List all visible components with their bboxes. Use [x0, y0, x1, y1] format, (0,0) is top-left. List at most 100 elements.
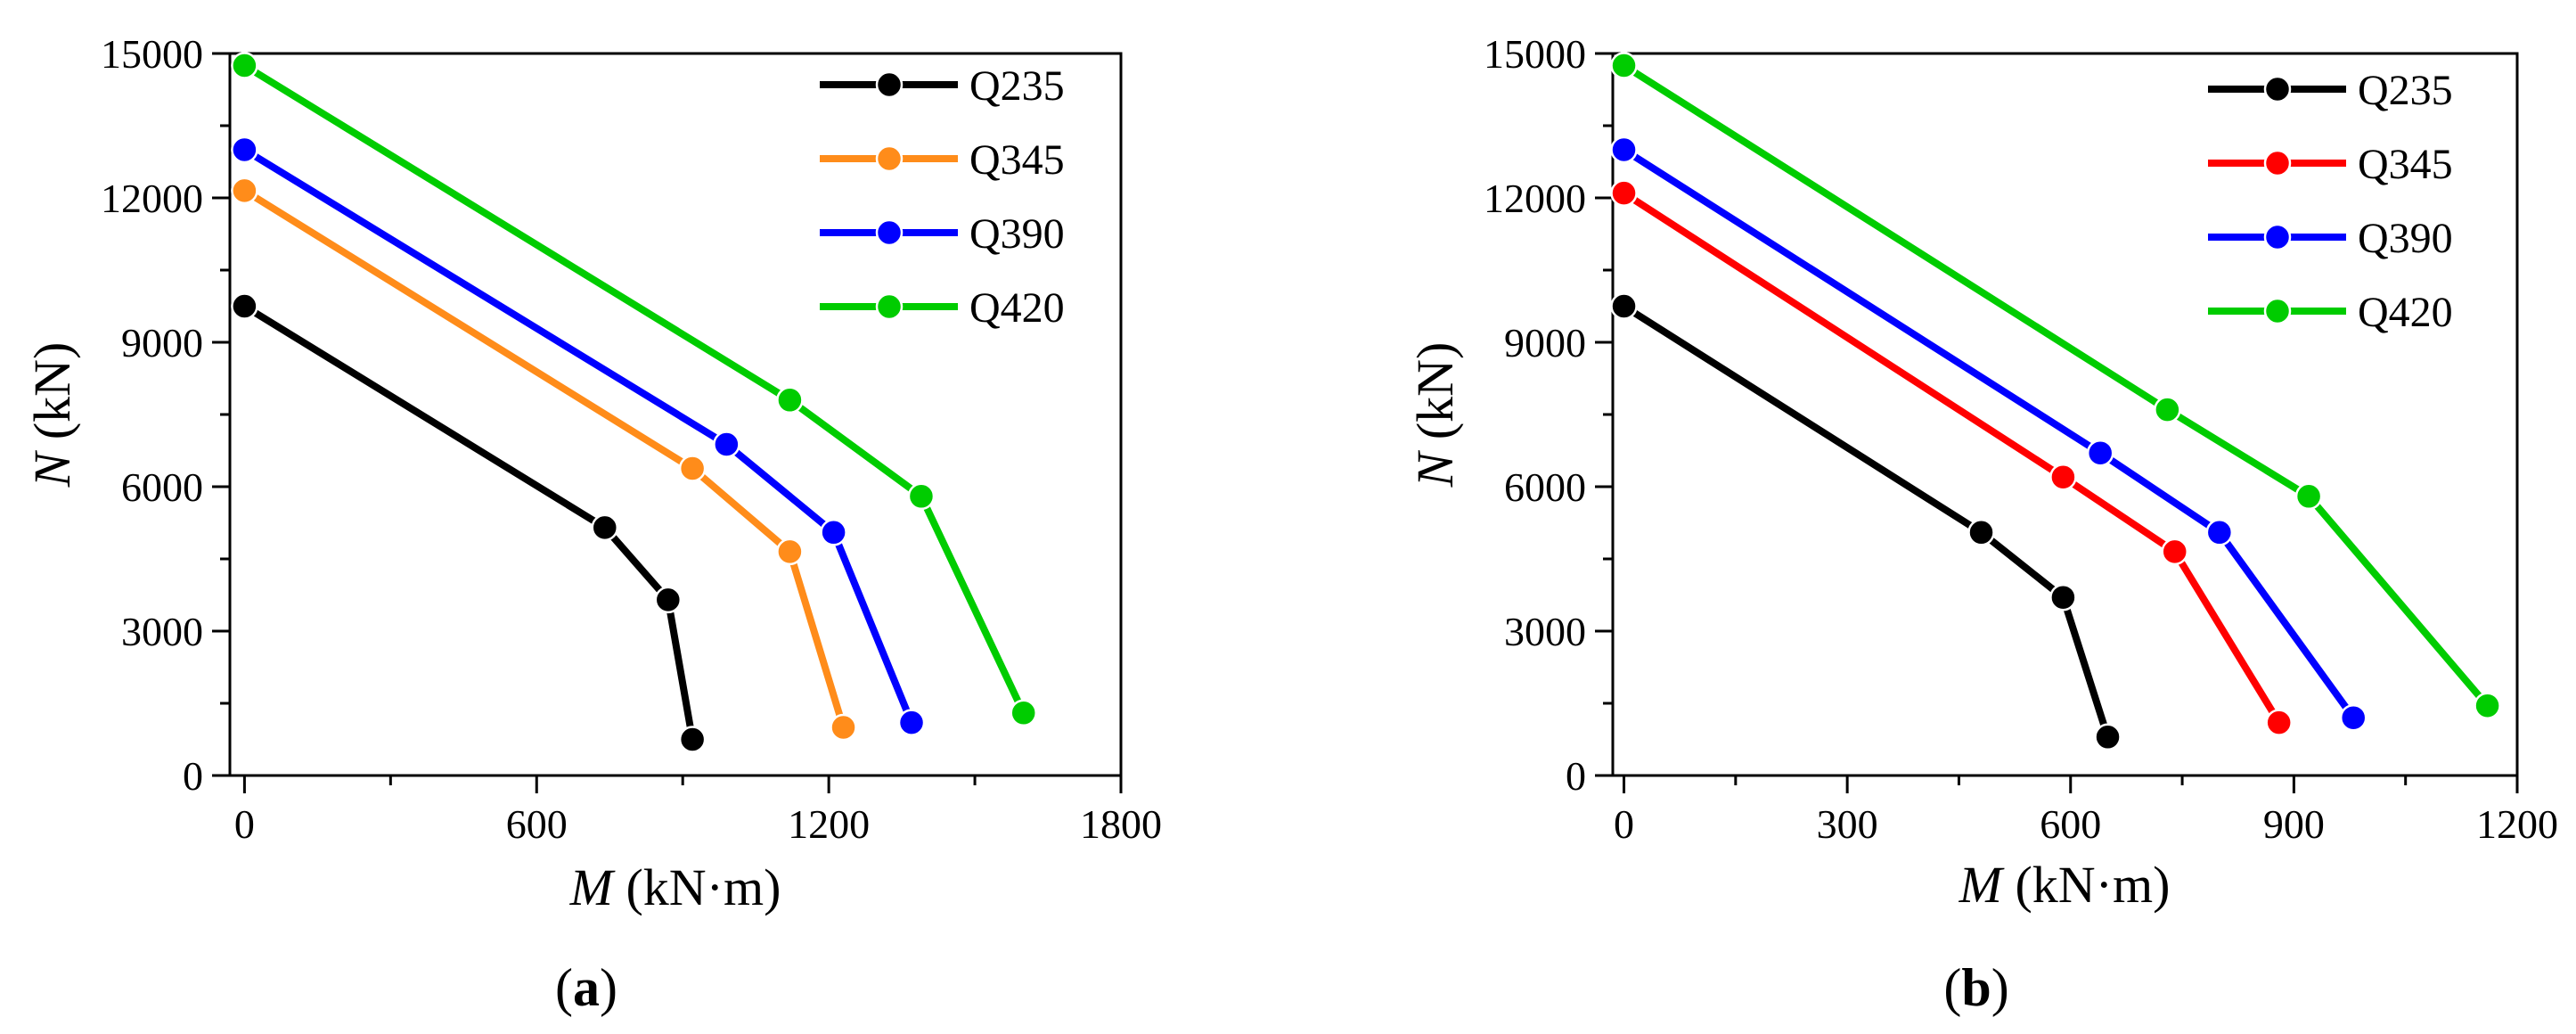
series-q345	[1610, 179, 2293, 736]
series-q235	[1610, 292, 2122, 751]
x-tick-label: 300	[1817, 801, 1878, 847]
legend-marker	[2263, 75, 2292, 103]
data-point-q420	[1010, 699, 1037, 727]
legend-item-q235: Q235	[2208, 67, 2453, 114]
data-point-q390	[713, 431, 740, 458]
data-point-q390	[1610, 135, 1638, 164]
y-tick-label: 15000	[101, 31, 203, 77]
y-tick-label: 12000	[1484, 176, 1586, 221]
data-point-q345	[830, 713, 857, 742]
x-tick-label: 900	[2263, 801, 2325, 847]
data-point-q390	[2205, 519, 2234, 546]
series-line-q345	[241, 186, 847, 731]
y-tick-label: 3000	[1504, 609, 1586, 654]
data-point-q235	[678, 726, 707, 753]
data-point-q235	[1610, 292, 1638, 320]
series-layer	[231, 52, 1037, 753]
data-point-q390	[231, 135, 258, 164]
legend-label: Q420	[2358, 289, 2453, 336]
y-axis-title: N (kN)	[23, 342, 81, 488]
y-tick-label: 3000	[121, 609, 203, 654]
legend-marker	[2263, 223, 2292, 251]
data-point-q390	[897, 709, 926, 736]
series-q235	[231, 292, 707, 753]
legend-label: Q345	[2358, 141, 2453, 188]
legend-label: Q345	[969, 136, 1065, 184]
legend-item-q345: Q345	[820, 136, 1065, 184]
data-point-q345	[1610, 179, 1638, 207]
data-point-q390	[2086, 439, 2114, 467]
series-q420	[231, 52, 1037, 727]
x-tick-label: 600	[506, 801, 568, 847]
legend-marker	[2263, 149, 2292, 177]
series-line-q420	[1620, 62, 2491, 710]
legend-marker	[2263, 297, 2292, 325]
legend: Q235 Q345 Q390 Q420	[2208, 67, 2453, 336]
series-line-q390	[1620, 146, 2358, 722]
data-point-q235	[654, 586, 683, 614]
y-tick-label: 6000	[121, 464, 203, 510]
x-tick-label: 600	[2040, 801, 2101, 847]
data-point-q420	[2154, 396, 2181, 423]
data-point-q235	[1967, 519, 1995, 546]
legend-marker	[875, 70, 904, 99]
data-point-q420	[1610, 52, 1638, 79]
legend-label: Q420	[969, 284, 1065, 332]
x-tick-label: 0	[234, 801, 255, 847]
series-line-q345	[1620, 189, 2283, 726]
data-point-q345	[2265, 709, 2293, 736]
legend-item-q235: Q235	[820, 62, 1065, 110]
legend-item-q420: Q420	[820, 284, 1065, 332]
data-point-q235	[2094, 723, 2122, 751]
data-point-q420	[2294, 482, 2323, 511]
series-q420	[1610, 52, 2501, 719]
data-point-q420	[2474, 692, 2501, 719]
x-tick-label: 1200	[2476, 801, 2558, 847]
data-point-q345	[2161, 538, 2188, 566]
y-tick-label: 6000	[1504, 464, 1586, 510]
legend: Q235 Q345 Q390 Q420	[820, 62, 1065, 332]
series-q390	[1610, 135, 2367, 732]
y-tick-label: 0	[1566, 753, 1586, 799]
data-point-q345	[776, 538, 804, 566]
legend-marker	[875, 144, 904, 173]
x-axis-title: M (kN·m)	[1959, 856, 2171, 914]
data-point-q235	[2049, 583, 2077, 611]
legend-label: Q390	[2358, 215, 2453, 262]
series-q345	[231, 176, 857, 742]
y-axis-title: N (kN)	[1406, 342, 1464, 488]
data-point-q345	[678, 455, 707, 482]
data-point-q420	[907, 482, 936, 511]
data-point-q235	[231, 292, 258, 320]
legend-marker	[875, 292, 904, 321]
legend-item-q390: Q390	[2208, 215, 2453, 262]
series-line-q235	[241, 302, 697, 743]
legend-item-q420: Q420	[2208, 289, 2453, 336]
chart-panel-a: 0 600 1200 1800 0 3000 6000 9000 12000 15000 Q235…	[23, 31, 1162, 1017]
legend-item-q390: Q390	[820, 210, 1065, 258]
data-point-q420	[776, 386, 804, 414]
series-line-q420	[241, 62, 1027, 717]
x-tick-label: 1800	[1080, 801, 1162, 847]
series-line-q235	[1620, 302, 2112, 741]
x-axis-title: M (kN·m)	[569, 858, 781, 916]
panel-caption: (b)	[1943, 958, 2008, 1017]
y-tick-label: 0	[183, 753, 203, 799]
y-tick-label: 12000	[101, 176, 203, 221]
data-point-q390	[2339, 703, 2367, 732]
data-point-q345	[231, 176, 258, 205]
axis-ticks: 0 600 1200 1800 0 3000 6000 9000 12000 15000	[101, 31, 1162, 847]
legend-marker	[875, 218, 904, 247]
data-point-q420	[231, 52, 258, 79]
series-line-q390	[241, 146, 915, 726]
y-tick-label: 9000	[121, 320, 203, 365]
legend-label: Q235	[969, 62, 1065, 110]
data-point-q345	[2049, 463, 2077, 491]
x-tick-label: 1200	[788, 801, 870, 847]
panel-caption: (a)	[555, 958, 617, 1017]
y-tick-label: 9000	[1504, 320, 1586, 365]
legend-item-q345: Q345	[2208, 141, 2453, 188]
